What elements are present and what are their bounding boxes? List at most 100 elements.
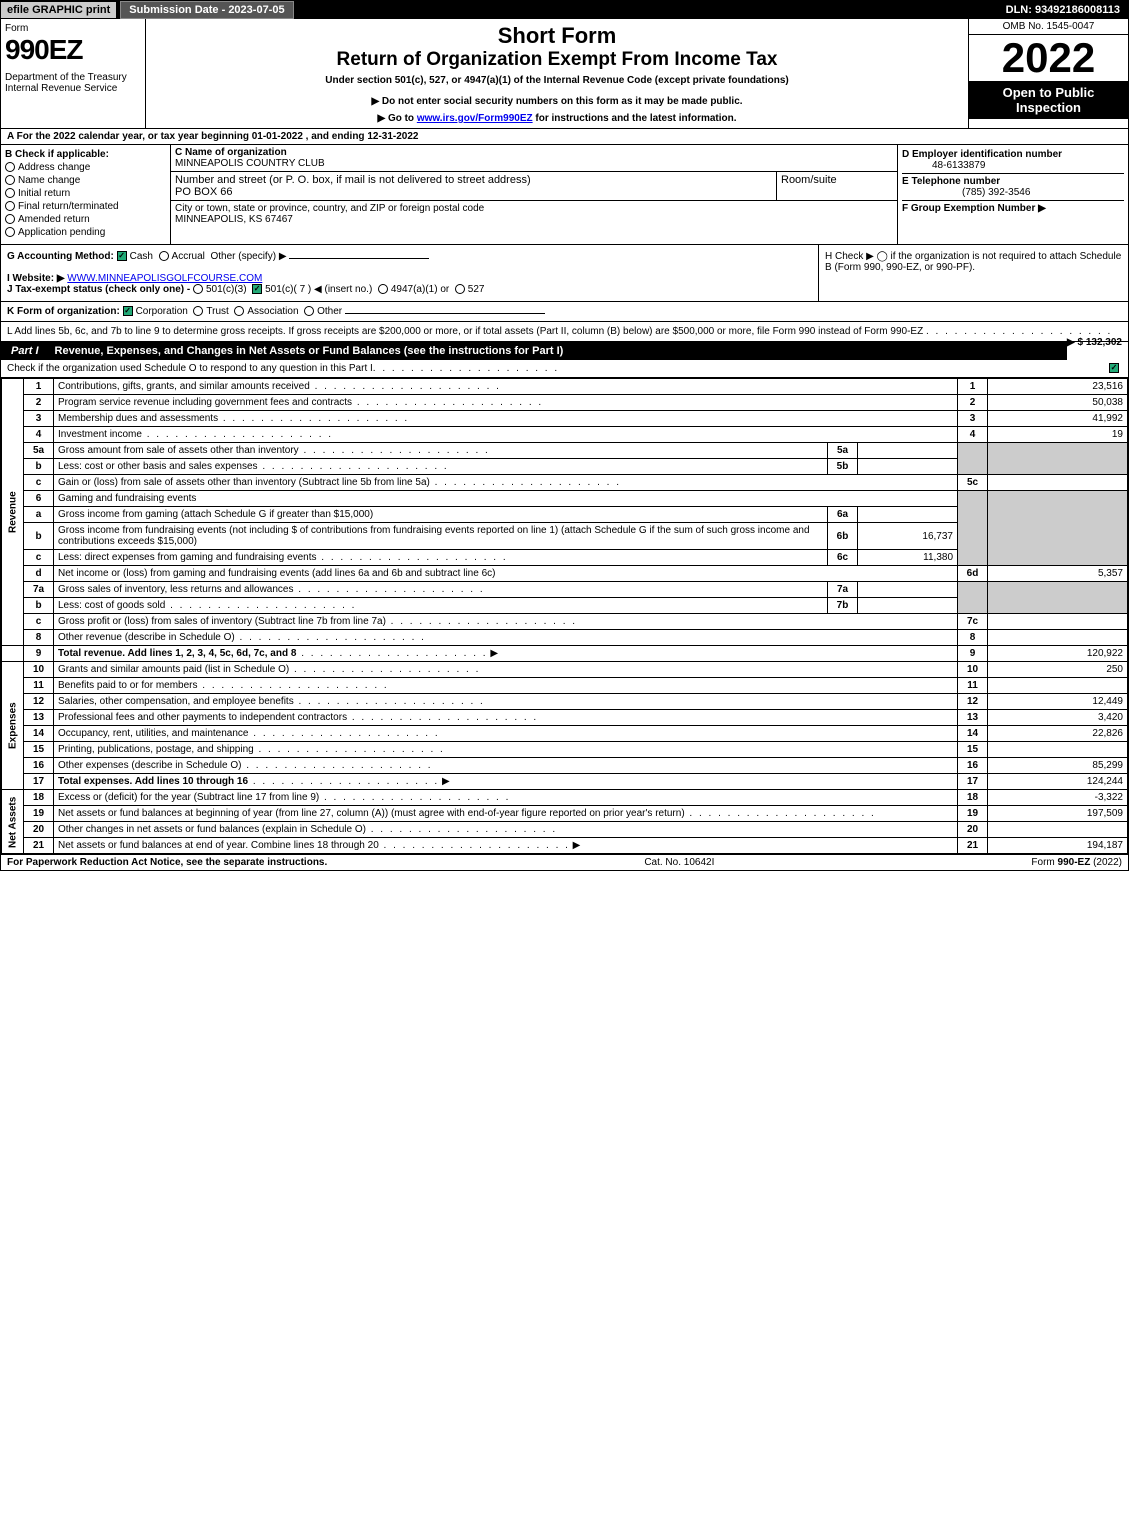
trust-checkbox[interactable] <box>193 306 203 316</box>
column-c: C Name of organization MINNEAPOLIS COUNT… <box>171 145 898 244</box>
catalog-number: Cat. No. 10642I <box>644 857 714 868</box>
section-bcdef: B Check if applicable: Address change Na… <box>1 145 1128 245</box>
check-application-pending[interactable]: Application pending <box>5 227 166 238</box>
row-l-text: L Add lines 5b, 6c, and 7b to line 9 to … <box>7 326 923 337</box>
527-radio[interactable] <box>455 284 465 294</box>
line-3: 3 Membership dues and assessments 3 41,9… <box>2 411 1128 427</box>
line-21: 21 Net assets or fund balances at end of… <box>2 838 1128 854</box>
part1-schedule-o-text: Check if the organization used Schedule … <box>7 363 373 374</box>
line-9: 9 Total revenue. Add lines 1, 2, 3, 4, 5… <box>2 646 1128 662</box>
line-13: 13 Professional fees and other payments … <box>2 710 1128 726</box>
header-right: OMB No. 1545-0047 2022 Open to Public In… <box>968 19 1128 128</box>
accounting-method-label: G Accounting Method: <box>7 251 114 262</box>
netassets-label: Net Assets <box>2 790 24 854</box>
line-10: Expenses 10 Grants and similar amounts p… <box>2 662 1128 678</box>
line-11: 11 Benefits paid to or for members 11 <box>2 678 1128 694</box>
part1-title: Revenue, Expenses, and Changes in Net As… <box>49 342 570 360</box>
omb-number: OMB No. 1545-0047 <box>969 19 1128 35</box>
form-header: Form 990EZ Department of the Treasury In… <box>1 19 1128 129</box>
org-name-cell: C Name of organization MINNEAPOLIS COUNT… <box>171 145 897 172</box>
dln-label: DLN: 93492186008113 <box>998 2 1128 18</box>
line-17: 17 Total expenses. Add lines 10 through … <box>2 774 1128 790</box>
irs-link[interactable]: www.irs.gov/Form990EZ <box>417 113 533 124</box>
revenue-label: Revenue <box>2 379 24 646</box>
phone-label: E Telephone number <box>902 176 1000 187</box>
association-checkbox[interactable] <box>234 306 244 316</box>
street-row: Number and street (or P. O. box, if mail… <box>171 172 897 201</box>
line-5c: c Gain or (loss) from sale of assets oth… <box>2 475 1128 491</box>
org-name-value: MINNEAPOLIS COUNTRY CLUB <box>175 158 325 169</box>
ein-block: D Employer identification number 48-6133… <box>902 147 1124 174</box>
row-gh: G Accounting Method: Cash Accrual Other … <box>1 245 1128 302</box>
expenses-label: Expenses <box>2 662 24 790</box>
corporation-checkbox[interactable] <box>123 306 133 316</box>
room-label: Room/suite <box>781 174 837 186</box>
line-19: 19 Net assets or fund balances at beginn… <box>2 806 1128 822</box>
line-8: 8 Other revenue (describe in Schedule O)… <box>2 630 1128 646</box>
check-address-change[interactable]: Address change <box>5 162 166 173</box>
501c3-radio[interactable] <box>193 284 203 294</box>
return-title: Return of Organization Exempt From Incom… <box>150 49 964 71</box>
schedule-o-checkbox[interactable] <box>1109 363 1119 373</box>
cash-checkbox[interactable] <box>117 251 127 261</box>
top-bar: efile GRAPHIC print Submission Date - 20… <box>1 1 1128 19</box>
accrual-checkbox[interactable] <box>159 251 169 261</box>
under-section-text: Under section 501(c), 527, or 4947(a)(1)… <box>150 75 964 86</box>
efile-print-label[interactable]: efile GRAPHIC print <box>1 2 116 18</box>
org-name-label: C Name of organization <box>175 147 287 158</box>
line-16: 16 Other expenses (describe in Schedule … <box>2 758 1128 774</box>
line-7c: c Gross profit or (loss) from sales of i… <box>2 614 1128 630</box>
501c-radio[interactable] <box>252 284 262 294</box>
website-link[interactable]: WWW.MINNEAPOLISGOLFCOURSE.COM <box>67 273 262 284</box>
line-15: 15 Printing, publications, postage, and … <box>2 742 1128 758</box>
4947-radio[interactable] <box>378 284 388 294</box>
page-footer: For Paperwork Reduction Act Notice, see … <box>1 854 1128 870</box>
part1-subhead: Check if the organization used Schedule … <box>1 360 1128 378</box>
paperwork-notice: For Paperwork Reduction Act Notice, see … <box>7 857 327 868</box>
city-value: MINNEAPOLIS, KS 67467 <box>175 214 293 225</box>
line-12: 12 Salaries, other compensation, and emp… <box>2 694 1128 710</box>
street-value: PO BOX 66 <box>175 186 232 198</box>
ein-label: D Employer identification number <box>902 149 1062 160</box>
column-def: D Employer identification number 48-6133… <box>898 145 1128 244</box>
row-a-tax-year: A For the 2022 calendar year, or tax yea… <box>1 129 1128 145</box>
line-18: Net Assets 18 Excess or (deficit) for th… <box>2 790 1128 806</box>
part1-number: Part I <box>1 342 49 360</box>
line-14: 14 Occupancy, rent, utilities, and maint… <box>2 726 1128 742</box>
row-l: L Add lines 5b, 6c, and 7b to line 9 to … <box>1 322 1128 342</box>
goto-text: ▶ Go to www.irs.gov/Form990EZ for instru… <box>150 113 964 124</box>
street-label: Number and street (or P. O. box, if mail… <box>175 174 531 186</box>
check-amended-return[interactable]: Amended return <box>5 214 166 225</box>
part1-table: Revenue 1 Contributions, gifts, grants, … <box>1 378 1128 854</box>
tax-exempt-label: J Tax-exempt status (check only one) - <box>7 284 190 295</box>
header-center: Short Form Return of Organization Exempt… <box>146 19 968 128</box>
other-checkbox[interactable] <box>304 306 314 316</box>
check-initial-return[interactable]: Initial return <box>5 188 166 199</box>
check-name-change[interactable]: Name change <box>5 175 166 186</box>
line-6d: d Net income or (loss) from gaming and f… <box>2 566 1128 582</box>
row-k: K Form of organization: Corporation Trus… <box>1 302 1128 322</box>
header-left: Form 990EZ Department of the Treasury In… <box>1 19 146 128</box>
city-cell: City or town, state or province, country… <box>171 201 897 227</box>
city-label: City or town, state or province, country… <box>175 203 484 214</box>
group-exemption-block: F Group Exemption Number ▶ <box>902 201 1124 216</box>
line-5a: 5a Gross amount from sale of assets othe… <box>2 443 1128 459</box>
phone-block: E Telephone number (785) 392-3546 <box>902 174 1124 201</box>
line-1: Revenue 1 Contributions, gifts, grants, … <box>2 379 1128 395</box>
form-of-org-label: K Form of organization: <box>7 306 120 317</box>
part1-header: Part I Revenue, Expenses, and Changes in… <box>1 342 1067 360</box>
column-b: B Check if applicable: Address change Na… <box>1 145 171 244</box>
schedule-b-text: H Check ▶ ◯ if the organization is not r… <box>825 251 1121 273</box>
schedule-b-check: H Check ▶ ◯ if the organization is not r… <box>818 245 1128 301</box>
dept-label: Department of the Treasury Internal Reve… <box>5 72 141 94</box>
line-7a: 7a Gross sales of inventory, less return… <box>2 582 1128 598</box>
accounting-method: G Accounting Method: Cash Accrual Other … <box>1 245 818 301</box>
submission-date-badge: Submission Date - 2023-07-05 <box>120 1 293 19</box>
check-final-return[interactable]: Final return/terminated <box>5 201 166 212</box>
gross-receipts-amount: ▶ $ 132,302 <box>1067 337 1122 348</box>
group-exemption-label: F Group Exemption Number ▶ <box>902 203 1046 214</box>
line-6: 6 Gaming and fundraising events <box>2 491 1128 507</box>
open-to-public-badge: Open to Public Inspection <box>969 81 1128 119</box>
form-container: efile GRAPHIC print Submission Date - 20… <box>0 0 1129 871</box>
form-word: Form <box>5 23 141 34</box>
